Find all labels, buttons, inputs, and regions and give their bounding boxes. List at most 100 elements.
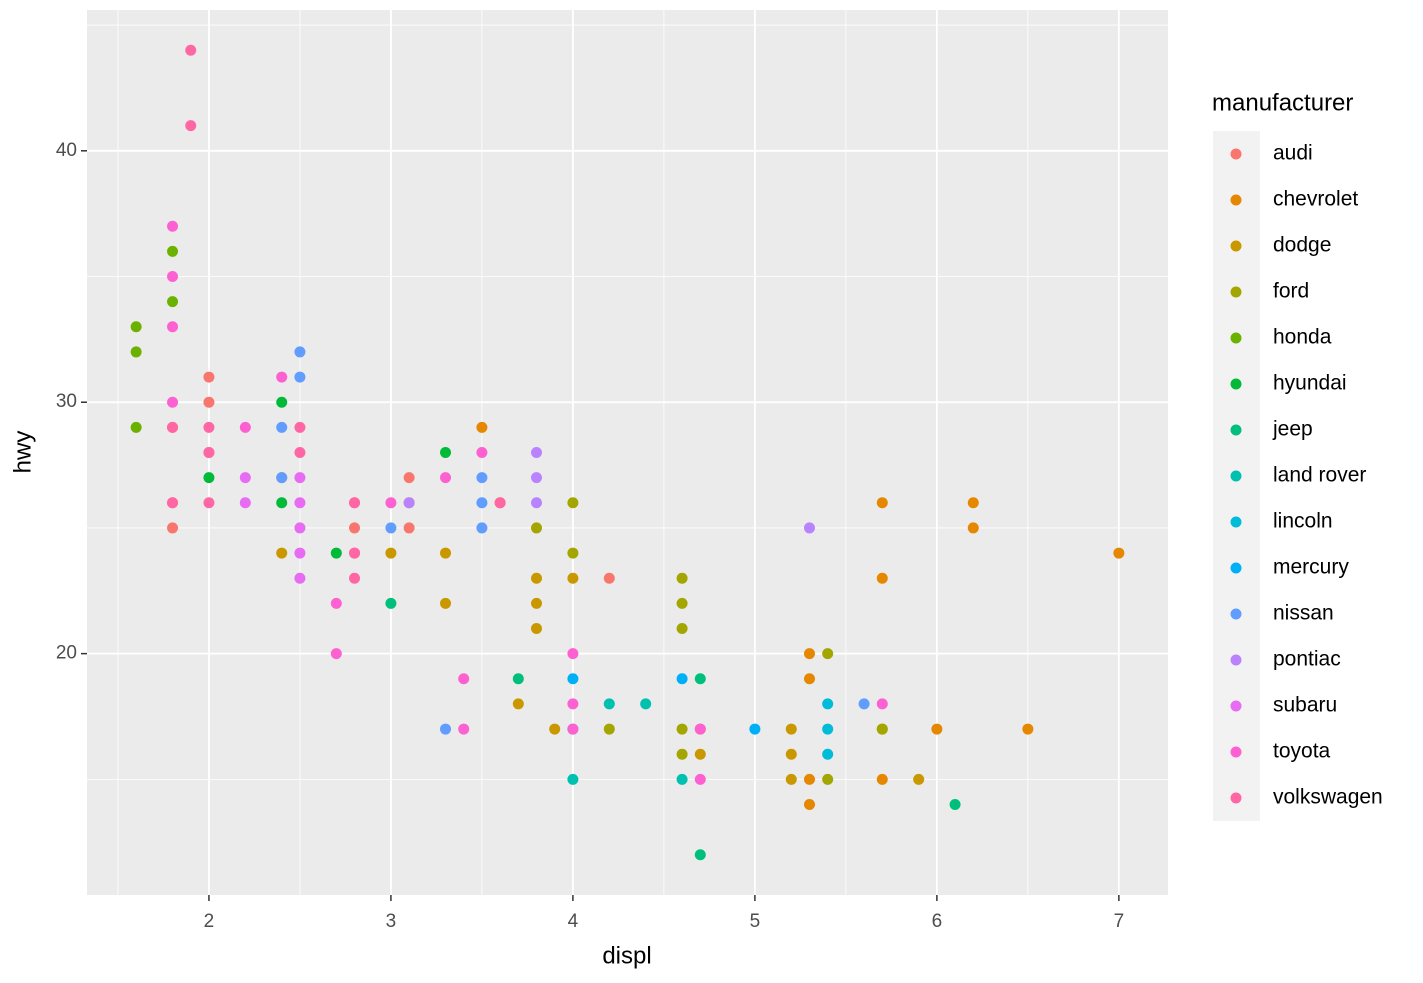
point bbox=[476, 421, 488, 433]
legend-key bbox=[1230, 608, 1242, 620]
point bbox=[203, 371, 215, 383]
point bbox=[803, 648, 815, 660]
y-tick-label: 40 bbox=[56, 140, 77, 161]
point bbox=[694, 723, 706, 735]
legend-key bbox=[1230, 516, 1242, 528]
point bbox=[785, 748, 797, 760]
x-tick-label: 6 bbox=[932, 911, 943, 932]
point bbox=[949, 798, 961, 810]
point bbox=[549, 723, 561, 735]
point bbox=[1113, 547, 1125, 559]
point bbox=[531, 472, 543, 484]
point bbox=[676, 673, 688, 685]
point bbox=[130, 421, 142, 433]
point bbox=[876, 773, 888, 785]
point bbox=[440, 547, 452, 559]
point bbox=[967, 522, 979, 534]
y-axis-title: hwy bbox=[9, 431, 36, 474]
point bbox=[330, 648, 342, 660]
point bbox=[676, 597, 688, 609]
point bbox=[640, 698, 652, 710]
point bbox=[803, 673, 815, 685]
point bbox=[440, 472, 452, 484]
x-tick-label: 2 bbox=[204, 911, 215, 932]
legend-key bbox=[1230, 378, 1242, 390]
x-tick-label: 7 bbox=[1114, 911, 1125, 932]
point bbox=[785, 773, 797, 785]
legend-key bbox=[1230, 148, 1242, 160]
point bbox=[385, 522, 397, 534]
point bbox=[349, 497, 361, 509]
point bbox=[349, 547, 361, 559]
point bbox=[567, 648, 579, 660]
x-tick-label: 3 bbox=[386, 911, 397, 932]
x-tick-label: 4 bbox=[568, 911, 579, 932]
point bbox=[676, 773, 688, 785]
point bbox=[749, 723, 761, 735]
point bbox=[785, 723, 797, 735]
point bbox=[567, 698, 579, 710]
point bbox=[531, 522, 543, 534]
legend-key bbox=[1230, 746, 1242, 758]
point bbox=[440, 723, 452, 735]
point bbox=[494, 497, 506, 509]
point bbox=[531, 622, 543, 634]
point bbox=[239, 472, 251, 484]
point bbox=[603, 572, 615, 584]
point bbox=[276, 472, 288, 484]
point bbox=[567, 673, 579, 685]
point bbox=[385, 547, 397, 559]
legend-label: mercury bbox=[1273, 556, 1349, 579]
legend-key bbox=[1230, 424, 1242, 436]
legend-label: subaru bbox=[1273, 694, 1337, 717]
point bbox=[694, 673, 706, 685]
point bbox=[440, 597, 452, 609]
point bbox=[185, 44, 197, 56]
point bbox=[294, 371, 306, 383]
point bbox=[276, 547, 288, 559]
point bbox=[1022, 723, 1034, 735]
legend-label: volkswagen bbox=[1273, 786, 1383, 809]
point bbox=[294, 572, 306, 584]
legend-label: honda bbox=[1273, 326, 1332, 349]
point bbox=[567, 572, 579, 584]
point bbox=[476, 447, 488, 458]
point bbox=[294, 447, 306, 458]
point bbox=[967, 497, 979, 509]
point bbox=[167, 296, 179, 308]
point bbox=[403, 497, 415, 509]
point bbox=[130, 346, 142, 358]
point bbox=[476, 497, 488, 509]
point bbox=[567, 497, 579, 509]
point bbox=[203, 472, 215, 484]
legend-key bbox=[1230, 240, 1242, 252]
point bbox=[276, 497, 288, 509]
point bbox=[931, 723, 943, 735]
point bbox=[330, 597, 342, 609]
point bbox=[476, 522, 488, 534]
point bbox=[567, 773, 579, 785]
point bbox=[512, 698, 524, 710]
legend-title: manufacturer bbox=[1212, 89, 1353, 116]
point bbox=[822, 698, 834, 710]
point bbox=[185, 120, 197, 132]
legend-key bbox=[1230, 562, 1242, 574]
legend-key bbox=[1230, 470, 1242, 482]
point bbox=[676, 572, 688, 584]
point bbox=[603, 698, 615, 710]
legend-key bbox=[1230, 286, 1242, 298]
point bbox=[440, 447, 452, 458]
point bbox=[349, 572, 361, 584]
point bbox=[167, 396, 179, 408]
point bbox=[203, 497, 215, 509]
y-tick-label: 20 bbox=[56, 643, 77, 664]
point bbox=[512, 673, 524, 685]
panel-background bbox=[87, 10, 1168, 895]
legend-key bbox=[1230, 194, 1242, 206]
point bbox=[822, 748, 834, 760]
point bbox=[167, 421, 179, 433]
point bbox=[167, 522, 179, 534]
point bbox=[603, 723, 615, 735]
point bbox=[567, 723, 579, 735]
